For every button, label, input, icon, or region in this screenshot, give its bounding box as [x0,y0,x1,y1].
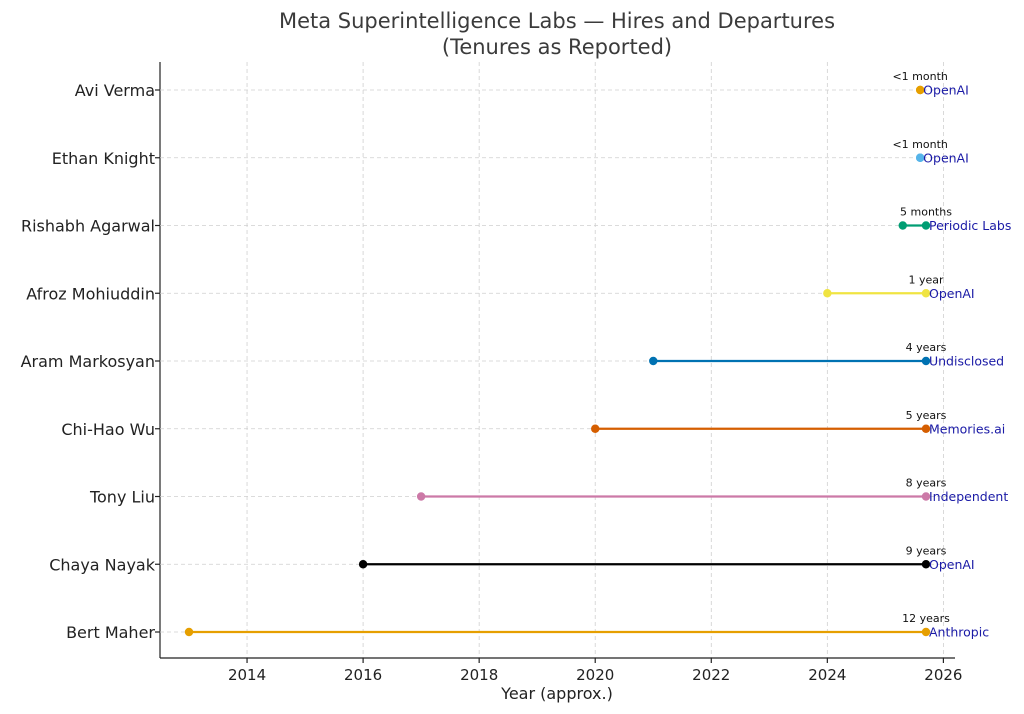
tenure-label: 5 years [906,409,947,422]
tenure-start-point [823,289,832,298]
person-name-label: Bert Maher [66,623,155,642]
tenure-end-point [915,85,925,95]
tenure-end-point [921,424,931,433]
destination-label: OpenAI [923,83,969,98]
destination-label: Periodic Labs [929,218,1011,233]
person-name-label: Afroz Mohiuddin [26,284,155,303]
person-name-label: Chaya Nayak [49,555,156,574]
tenure-end-point [921,356,931,366]
tenure-start-point [184,627,194,637]
x-tick-labels: 2014 2016 2018 2020 2022 2024 2026 [228,658,962,684]
tenure-end-point [921,627,931,637]
tenure-start-point [649,356,658,366]
x-axis-label: Year (approx.) [500,684,613,703]
tenure-label: 9 years [906,544,947,557]
person-name-label: Aram Markosyan [21,352,155,371]
person-name-label: Rishabh Agarwal [21,217,155,236]
x-tick-label: 2026 [924,666,962,684]
chart-title-line2: (Tenures as Reported) [442,35,672,59]
x-tick-label: 2022 [692,666,730,684]
tenure-end-point [921,560,931,569]
destination-label: Independent [929,489,1008,504]
tenure-end-point [921,221,931,230]
tenure-start-point [591,424,600,433]
person-name-label: Chi-Hao Wu [61,420,155,439]
tenure-start-point [358,560,368,569]
axis-layer [159,62,955,659]
x-tick-label: 2014 [228,666,266,684]
tenure-start-point [416,492,426,501]
tenure-label: 5 months [900,206,952,219]
x-tick-label: 2018 [460,666,498,684]
person-name-label: Ethan Knight [52,149,155,168]
x-tick-label: 2016 [344,666,382,684]
person-name-label: Tony Liu [89,488,155,507]
tenure-end-point [921,289,931,298]
destination-label: OpenAI [929,286,975,301]
tenure-label: 4 years [906,341,947,354]
x-tick-label: 2020 [576,666,614,684]
destination-label: Undisclosed [929,354,1004,369]
tenure-label: 12 years [902,612,950,625]
destination-label: OpenAI [923,150,969,165]
chart-title-line1: Meta Superintelligence Labs — Hires and … [279,9,835,33]
tenure-label: <1 month [892,70,947,83]
tenure-start-point [898,221,907,230]
x-tick-label: 2024 [808,666,846,684]
tenure-end-point [921,492,931,501]
destination-label: OpenAI [929,557,975,572]
tenure-end-point [915,153,925,162]
tenure-label: 8 years [906,477,947,490]
tenure-label: <1 month [892,138,947,151]
destination-label: Memories.ai [929,421,1005,436]
destination-label: Anthropic [929,625,989,640]
person-name-label: Avi Verma [75,81,155,100]
tenure-label: 1 year [908,273,944,286]
